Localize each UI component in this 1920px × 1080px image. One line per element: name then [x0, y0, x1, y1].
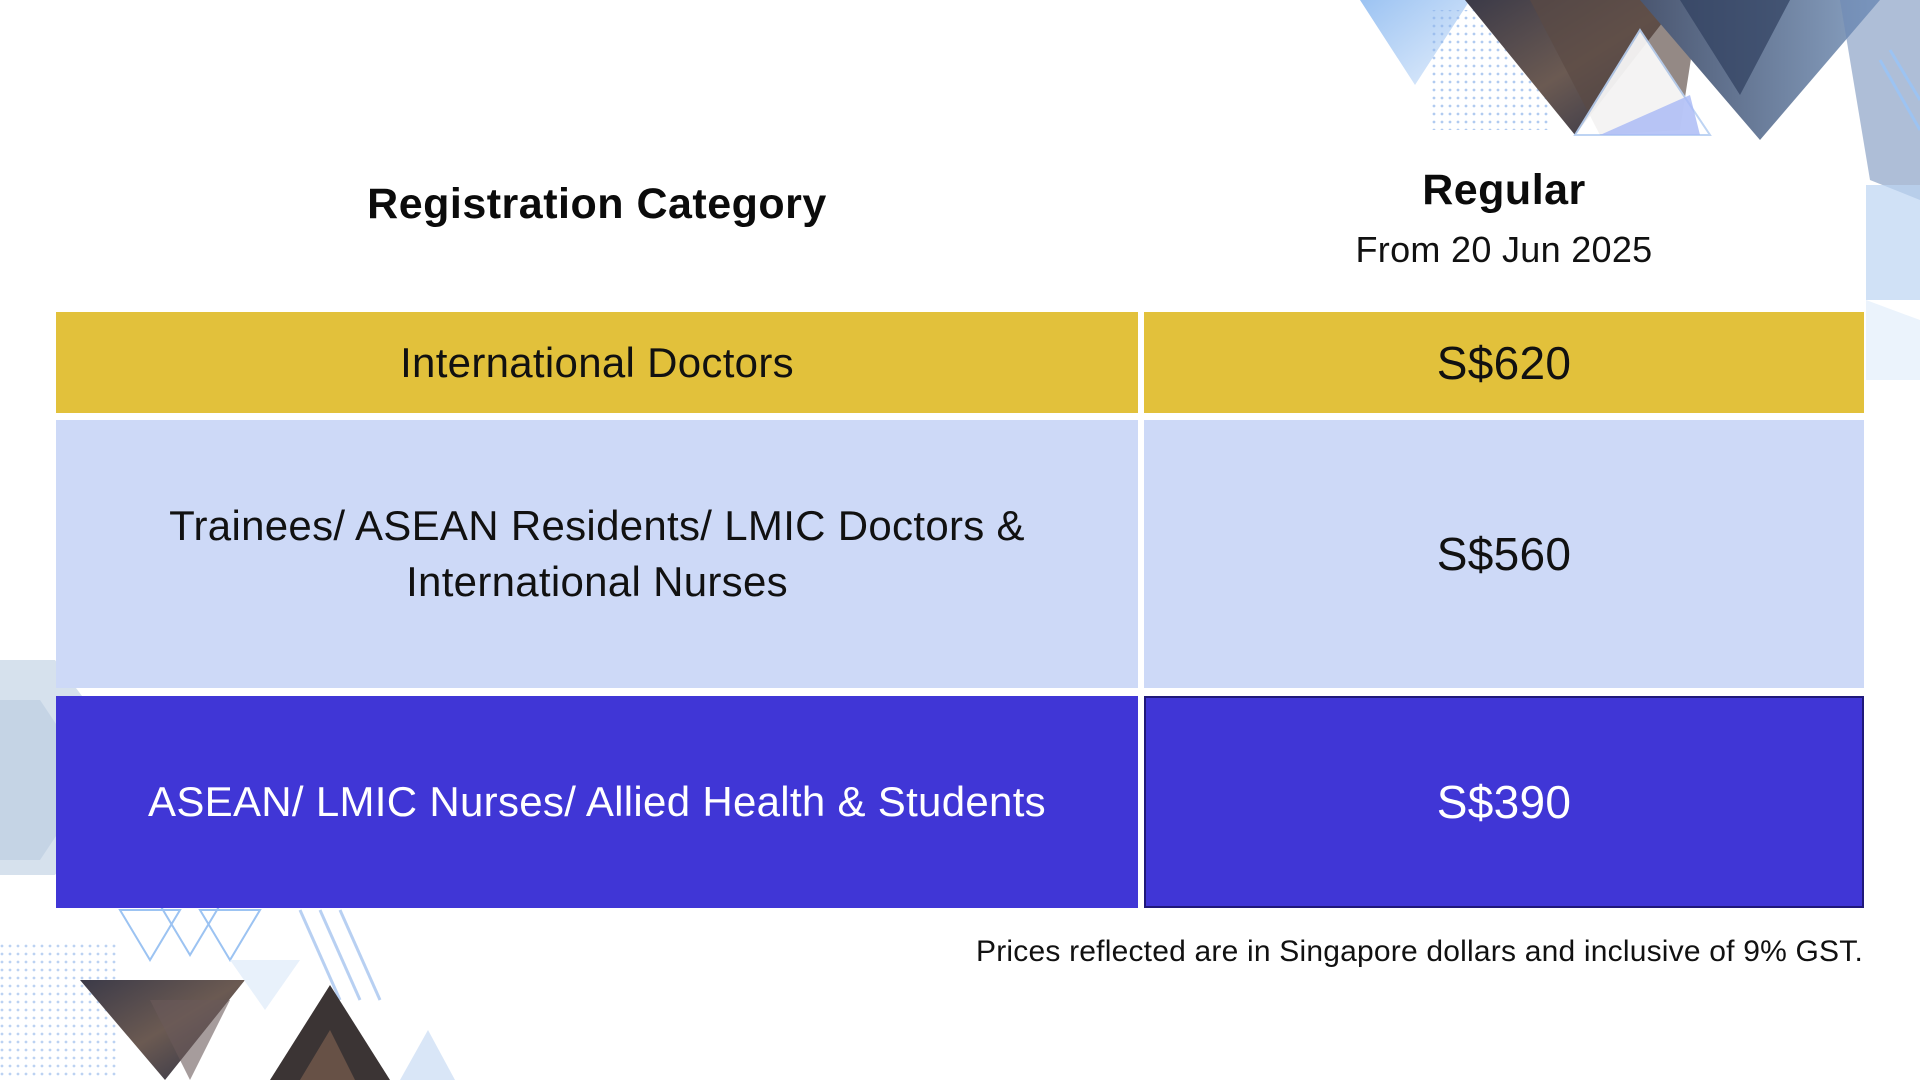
- price-column-title: Regular: [1422, 166, 1586, 214]
- regular-price-header: Regular From 20 Jun 2025: [1144, 146, 1864, 296]
- category-cell-nurses-students: ASEAN/ LMIC Nurses/ Allied Health & Stud…: [56, 696, 1138, 908]
- price-cell-trainees: S$560: [1144, 420, 1864, 688]
- category-cell-international-doctors: International Doctors: [56, 312, 1138, 413]
- category-cell-trainees: Trainees/ ASEAN Residents/ LMIC Doctors …: [56, 420, 1138, 688]
- pricing-footnote: Prices reflected are in Singapore dollar…: [976, 935, 1863, 968]
- registration-category-header: Registration Category: [367, 180, 827, 228]
- price-cell-international-doctors: S$620: [1144, 312, 1864, 413]
- price-cell-nurses-students: S$390: [1144, 696, 1864, 908]
- price-column-date: From 20 Jun 2025: [1355, 229, 1653, 270]
